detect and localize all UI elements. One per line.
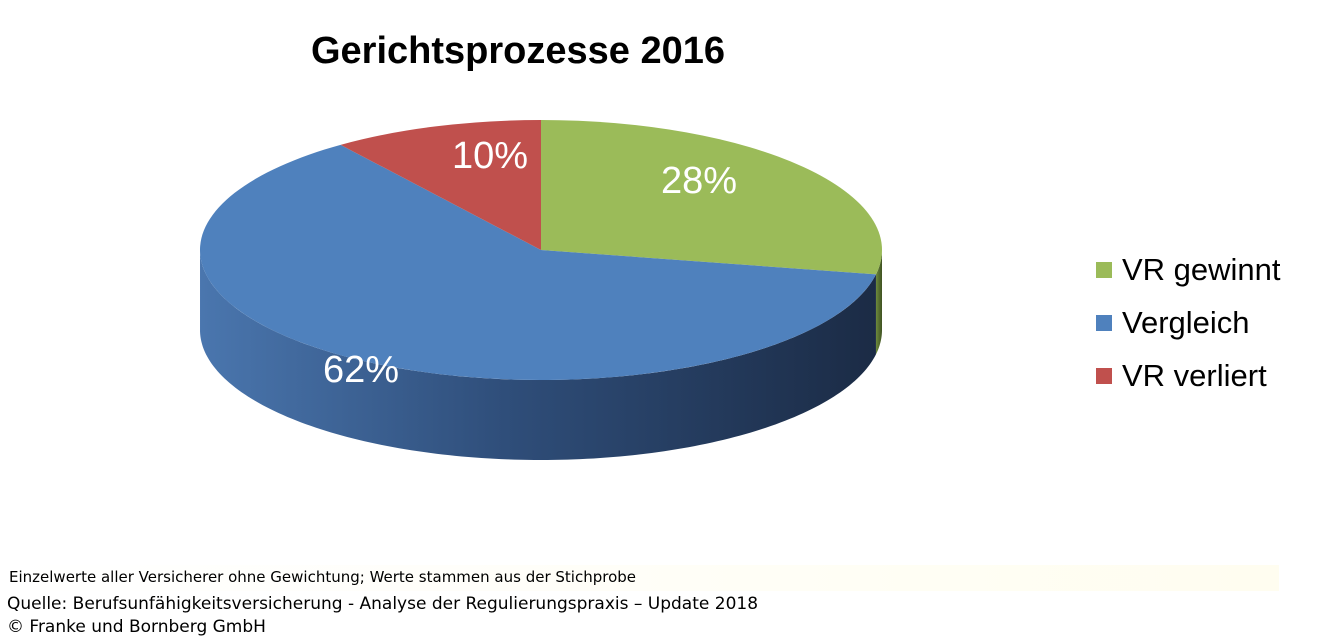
- legend-item-vergleich: Vergleich: [1096, 296, 1328, 349]
- chart-title: Gerichtsprozesse 2016: [310, 30, 725, 72]
- data-label-vr-gewinnt: 28%: [661, 160, 737, 202]
- legend-swatch: [1096, 367, 1112, 384]
- legend: VR gewinnt Vergleich VR verliert: [1096, 243, 1328, 402]
- legend-item-vr-verliert: VR verliert: [1096, 349, 1328, 402]
- data-label-vr-verliert: 10%: [452, 135, 528, 177]
- legend-label: VR gewinnt: [1122, 251, 1281, 287]
- slice-vr-gewinnt: [541, 119, 883, 275]
- slice-vr-gewinnt-side: [875, 250, 882, 355]
- data-label-vergleich: 62%: [323, 349, 399, 391]
- slice-vr-verliert: [340, 120, 541, 250]
- legend-swatch: [1096, 314, 1112, 331]
- slice-vergleich: [199, 144, 876, 381]
- footnote-box: Einzelwerte aller Versicherer ohne Gewic…: [7, 565, 1279, 591]
- pie-labels: 28% 62% 10%: [323, 135, 737, 391]
- footnote-text: Einzelwerte aller Versicherer ohne Gewic…: [9, 568, 636, 586]
- legend-swatch: [1096, 261, 1112, 278]
- slice-vergleich-side: [200, 251, 876, 460]
- legend-item-vr-gewinnt: VR gewinnt: [1096, 243, 1328, 296]
- copyright-line: © Franke und Bornberg GmbH: [7, 617, 266, 637]
- source-line: Quelle: Berufsunfähigkeitsversicherung -…: [7, 594, 759, 614]
- pie-sides: [200, 250, 882, 460]
- legend-label: VR verliert: [1122, 357, 1267, 393]
- legend-label: Vergleich: [1122, 304, 1250, 340]
- pie-chart: 28% 62% 10%: [199, 119, 883, 460]
- pie-tops: [199, 119, 883, 381]
